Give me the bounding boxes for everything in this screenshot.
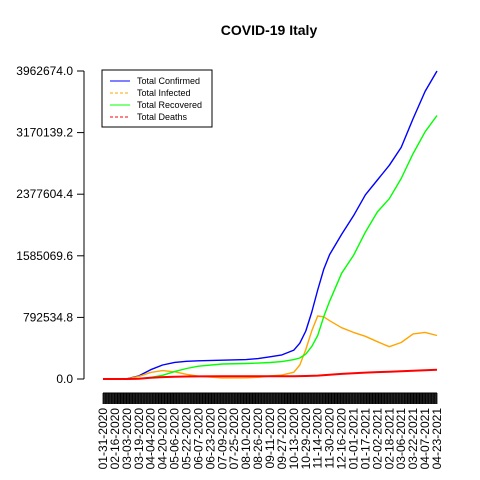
x-tick-label: 09-11-2020 bbox=[263, 408, 277, 469]
y-tick-label: 3962674.0 bbox=[16, 64, 73, 78]
x-tick-label: 04-07-2021 bbox=[418, 408, 432, 470]
series-line-total-recovered bbox=[103, 115, 438, 380]
x-tick-label: 03-03-2020 bbox=[120, 408, 134, 470]
series-line-total-confirmed bbox=[102, 70, 438, 380]
x-tick-label: 08-10-2020 bbox=[239, 408, 253, 470]
x-tick-label: 01-01-2021 bbox=[347, 408, 361, 470]
plot-lines bbox=[102, 70, 438, 380]
legend-label: Total Recovered bbox=[137, 100, 202, 110]
x-tick-label: 10-13-2020 bbox=[287, 408, 301, 470]
x-tick-label: 01-17-2021 bbox=[358, 408, 372, 470]
x-axis: 01-31-202002-16-202003-03-202003-19-2020… bbox=[96, 392, 444, 470]
legend-label: Total Infected bbox=[137, 88, 191, 98]
series-line-total-deaths bbox=[103, 368, 438, 380]
x-tick-label: 04-20-2020 bbox=[156, 408, 170, 470]
x-tick-label: 06-23-2020 bbox=[203, 408, 217, 470]
x-tick-label: 03-22-2021 bbox=[406, 408, 420, 470]
x-tick-label: 02-16-2020 bbox=[108, 408, 122, 470]
x-tick-label: 02-02-2021 bbox=[370, 408, 384, 470]
y-tick-label: 792534.8 bbox=[23, 310, 73, 324]
x-tick-label: 07-25-2020 bbox=[227, 408, 241, 470]
y-tick-label: 3170139.2 bbox=[16, 126, 73, 140]
x-tick-label: 02-18-2021 bbox=[382, 408, 396, 470]
x-tick-label: 04-04-2020 bbox=[144, 408, 158, 470]
x-tick-label: 07-09-2020 bbox=[215, 408, 229, 470]
y-axis: 0.0 792534.8 1585069.6 2377604.4 3170139.2 39… bbox=[16, 64, 85, 386]
y-tick-label: 1585069.6 bbox=[16, 249, 73, 263]
x-tick-label: 09-27-2020 bbox=[275, 408, 289, 470]
x-tick-label: 03-19-2020 bbox=[132, 408, 146, 470]
x-tick-label: 03-06-2021 bbox=[394, 408, 408, 470]
series-line-total-infected bbox=[102, 315, 438, 380]
legend: Total Confirmed Total Infected Total Recov… bbox=[101, 69, 213, 128]
x-tick-label: 12-16-2020 bbox=[335, 408, 349, 470]
x-tick-label: 05-22-2020 bbox=[180, 408, 194, 470]
chart-title: COVID-19 Italy bbox=[221, 22, 318, 38]
x-tick-label: 08-26-2020 bbox=[251, 408, 265, 470]
x-tick-label: 11-30-2020 bbox=[323, 408, 337, 469]
y-tick-label: 0.0 bbox=[56, 372, 73, 386]
x-tick-label: 06-07-2020 bbox=[191, 408, 205, 470]
x-tick-label: 04-23-2021 bbox=[430, 408, 444, 470]
y-tick-label: 2377604.4 bbox=[16, 187, 73, 201]
x-tick-label: 05-06-2020 bbox=[168, 408, 182, 470]
x-tick-label: 10-29-2020 bbox=[299, 408, 313, 470]
x-tick-label: 01-31-2020 bbox=[96, 408, 110, 470]
legend-label: Total Confirmed bbox=[137, 76, 200, 86]
x-tick-label: 11-14-2020 bbox=[311, 408, 325, 469]
legend-label: Total Deaths bbox=[137, 112, 188, 122]
x-daily-ticks bbox=[102, 393, 438, 404]
